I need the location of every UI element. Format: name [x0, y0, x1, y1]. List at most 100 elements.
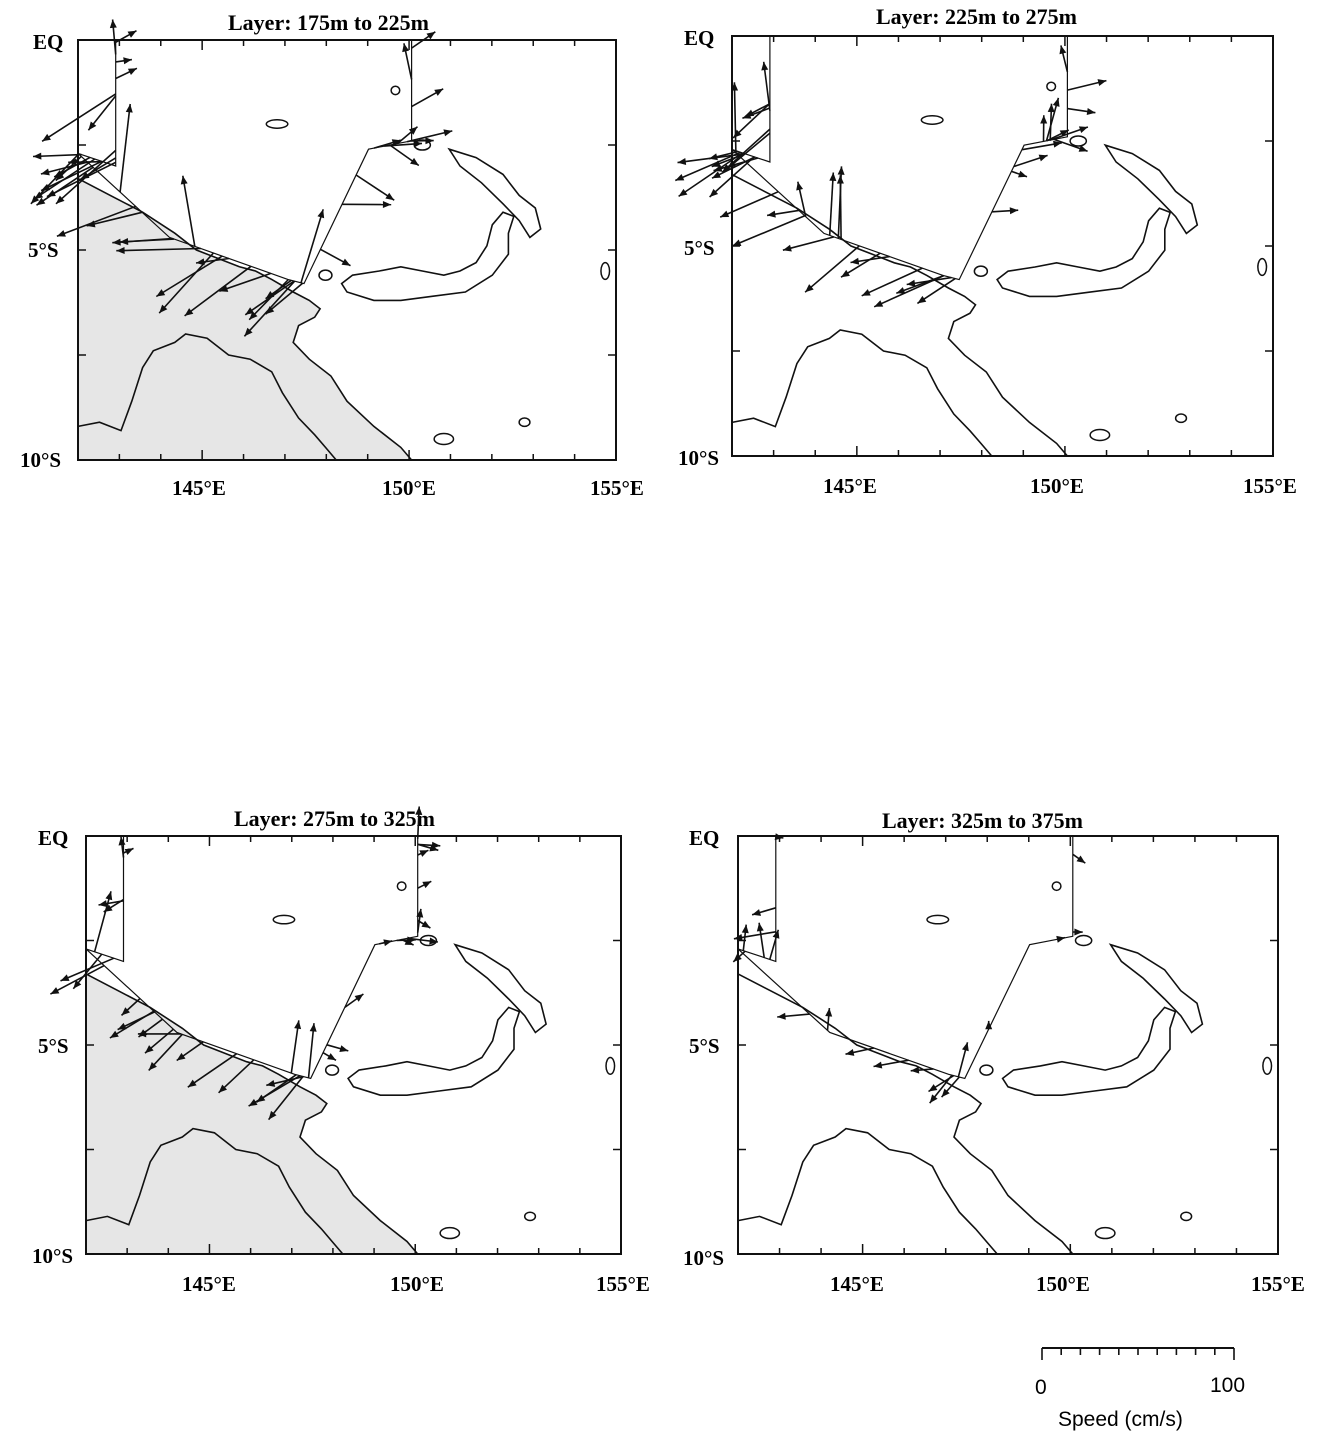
vector-head	[1009, 207, 1019, 215]
vector-shaft	[678, 152, 743, 198]
island	[1069, 135, 1088, 147]
vector-shaft	[112, 237, 173, 244]
vector-head	[127, 68, 137, 76]
current-vector	[373, 139, 401, 149]
current-vector	[1046, 129, 1070, 142]
current-vector	[195, 257, 230, 266]
current-vector	[60, 957, 115, 982]
map-plot	[30, 19, 617, 461]
current-vector	[118, 836, 126, 858]
vector-shaft	[41, 93, 117, 142]
vector-head	[678, 188, 688, 197]
vector-head	[109, 19, 117, 29]
current-vector	[910, 1066, 934, 1074]
current-vector	[115, 67, 138, 80]
vector-head	[741, 924, 749, 934]
current-vector	[742, 107, 771, 120]
current-vector	[415, 806, 423, 839]
vector-shaft	[50, 964, 105, 995]
current-vector	[873, 274, 945, 308]
vector-head	[929, 1094, 938, 1104]
coastline-new-britain	[347, 1006, 521, 1096]
vector-shaft	[674, 151, 741, 182]
vector-shaft	[300, 209, 324, 284]
island	[920, 115, 944, 125]
current-vector	[751, 907, 777, 916]
vector-head	[422, 881, 432, 889]
vector-head	[118, 836, 126, 846]
island	[1051, 881, 1062, 892]
coastline-new-guinea-south	[737, 1127, 998, 1255]
island	[1089, 428, 1111, 442]
vector-head	[837, 166, 845, 175]
coastline-new-ireland	[1103, 143, 1199, 235]
current-vector	[678, 152, 743, 198]
current-vector	[940, 1076, 960, 1098]
vector-head	[675, 173, 685, 181]
vector-head	[1097, 79, 1107, 86]
current-vector	[774, 833, 784, 841]
current-vector	[796, 181, 807, 217]
coastline-new-guinea-south	[77, 333, 337, 461]
coastline-new-ireland	[453, 943, 548, 1034]
current-vector	[721, 128, 771, 173]
vector-shaft	[248, 1075, 301, 1107]
island	[600, 261, 611, 281]
vector-shaft	[182, 175, 196, 247]
current-vector	[219, 272, 272, 293]
current-vector	[218, 1059, 255, 1094]
current-vector	[1013, 154, 1048, 168]
vector-shaft	[60, 957, 115, 982]
vector-head	[413, 140, 422, 148]
current-vector	[417, 843, 439, 852]
lat-label-10s: 10°S	[32, 1244, 74, 1268]
scale-bar-ruler	[1041, 1347, 1235, 1360]
vector-shaft	[40, 160, 103, 192]
current-vector	[916, 277, 956, 305]
current-vector	[782, 236, 835, 252]
current-vector	[180, 175, 196, 247]
coastline-new-britain	[340, 211, 515, 302]
current-vector	[677, 153, 746, 166]
current-vector	[1053, 138, 1088, 152]
coastline-new-britain	[996, 207, 1172, 298]
vector-head	[219, 285, 229, 292]
vector-head	[443, 129, 453, 137]
vector-head	[429, 844, 439, 852]
vector-head	[60, 974, 70, 981]
current-vector	[873, 1059, 909, 1069]
vector-head	[917, 295, 927, 304]
island	[1046, 81, 1057, 92]
lat-label-10s: 10°S	[678, 446, 720, 470]
vector-head	[782, 244, 792, 252]
current-vector	[1067, 79, 1107, 91]
current-vector	[845, 1047, 875, 1056]
vector-head	[1047, 103, 1055, 113]
vector-shaft	[721, 128, 771, 173]
vector-head	[874, 300, 884, 307]
vector-shaft	[719, 190, 779, 218]
vector-head	[774, 833, 784, 841]
current-vector	[176, 1041, 204, 1062]
current-vector	[267, 1075, 304, 1121]
panel-title: Layer: 275m to 325m	[234, 806, 436, 831]
current-vector	[719, 190, 779, 218]
vector-head	[985, 1020, 993, 1030]
vector-head	[836, 175, 844, 184]
vector-head	[733, 953, 742, 962]
current-vector	[766, 209, 799, 218]
vector-head	[928, 1084, 938, 1092]
current-vector	[32, 152, 82, 160]
vector-head	[906, 279, 916, 287]
current-vector	[72, 953, 103, 990]
vector-head	[36, 197, 46, 206]
vector-shaft	[248, 278, 289, 321]
vector-head	[713, 165, 723, 172]
vector-shaft	[861, 267, 923, 297]
current-vector	[112, 237, 173, 246]
vector-head	[429, 937, 438, 945]
ship-track	[85, 836, 419, 1080]
current-vector	[732, 950, 746, 963]
vector-shaft	[828, 172, 835, 236]
vector-head	[742, 112, 752, 119]
